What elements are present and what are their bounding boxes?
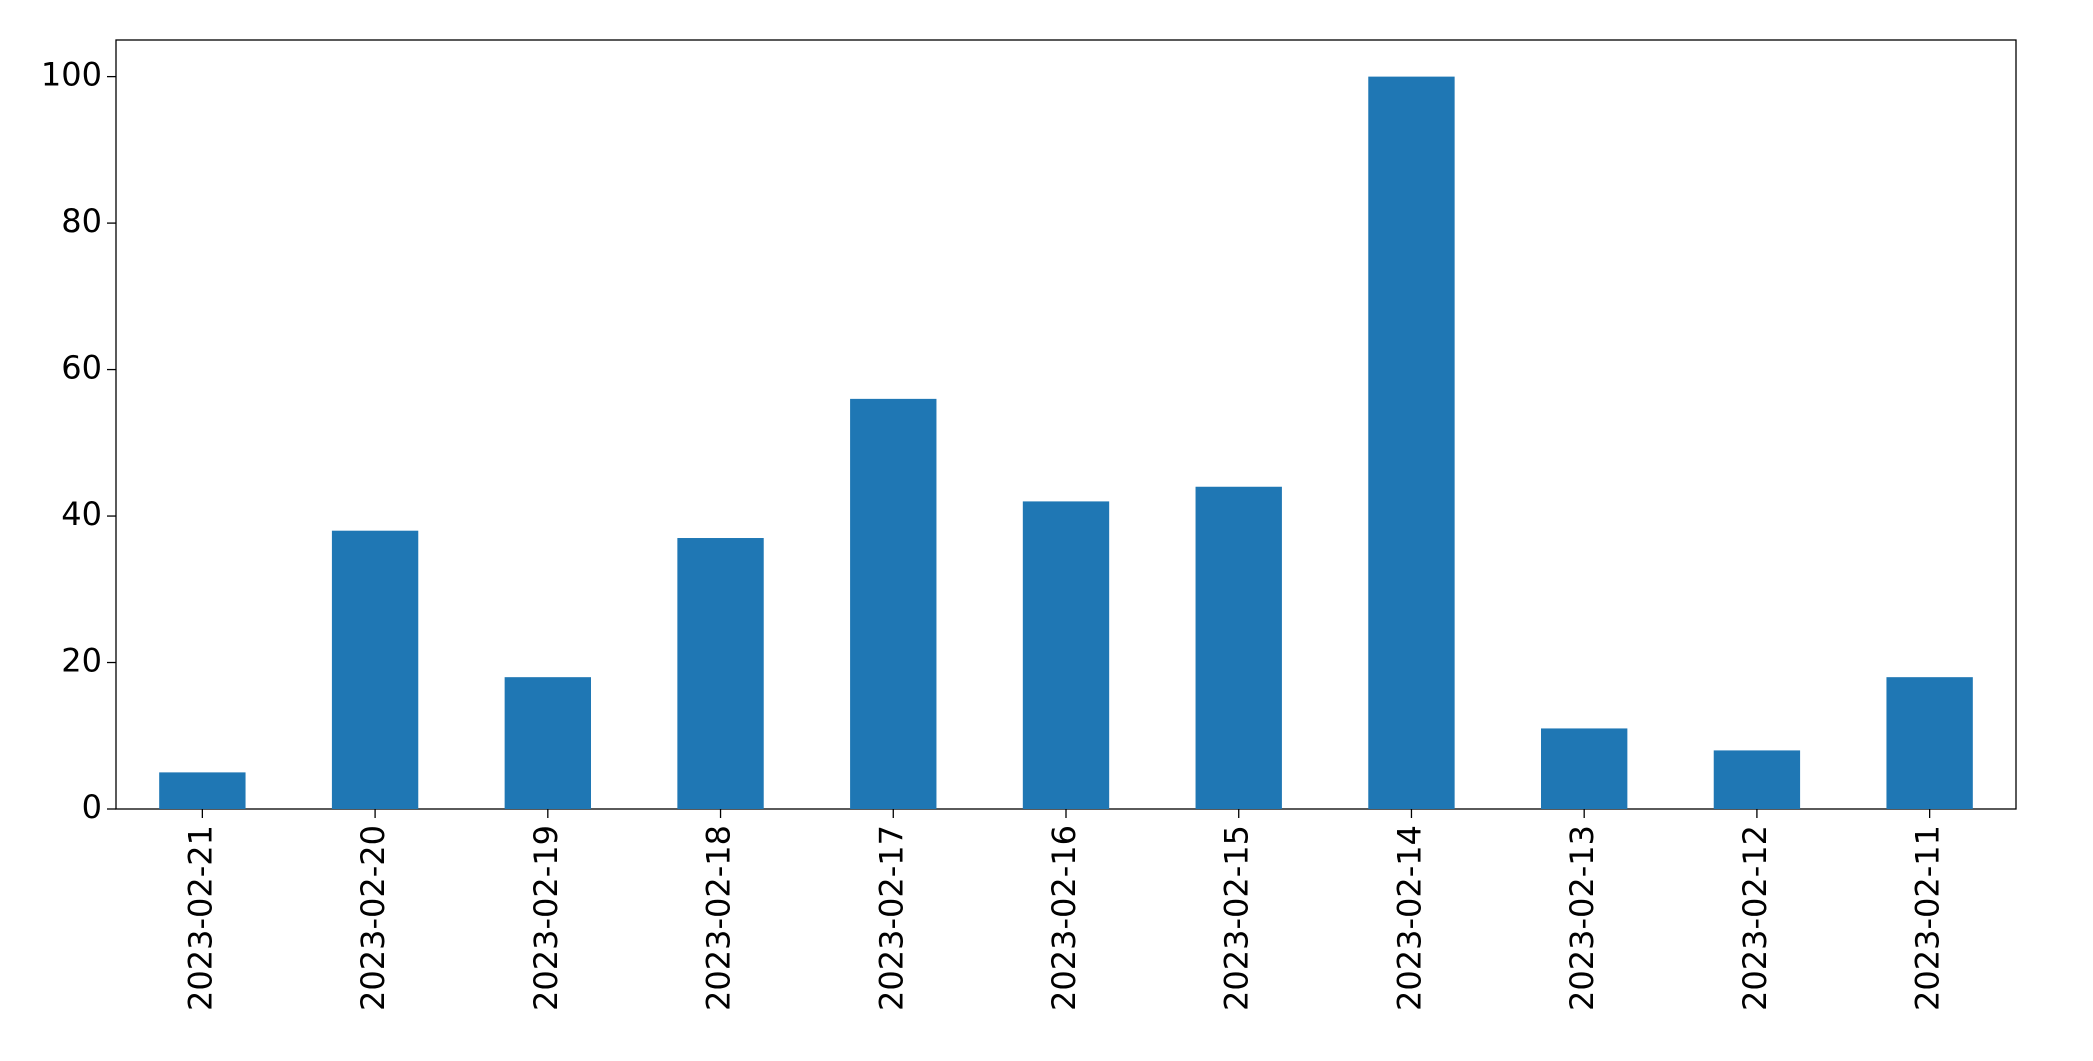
bar (159, 772, 246, 809)
x-tick-label: 2023-02-11 (1909, 825, 1947, 1011)
x-tick-label: 2023-02-18 (700, 825, 738, 1011)
x-tick-label: 2023-02-19 (527, 825, 565, 1011)
x-tick-label: 2023-02-20 (354, 825, 392, 1011)
bar (1195, 486, 1282, 809)
x-tick-label: 2023-02-12 (1736, 825, 1774, 1011)
y-tick-label: 80 (61, 202, 102, 240)
bar (331, 530, 419, 809)
x-tick-label: 2023-02-15 (1218, 825, 1256, 1011)
x-tick-label: 2023-02-21 (181, 825, 219, 1011)
bar (1886, 677, 1973, 809)
y-tick-label: 20 (61, 642, 102, 680)
x-tick-label: 2023-02-13 (1563, 825, 1601, 1011)
y-tick-label: 100 (41, 56, 102, 94)
bar (1368, 76, 1455, 810)
y-tick-label: 40 (61, 495, 102, 533)
y-tick-label: 60 (61, 349, 102, 387)
bar (1713, 750, 1801, 809)
x-tick-label: 2023-02-16 (1045, 825, 1083, 1011)
bar (504, 677, 591, 809)
x-tick-label: 2023-02-17 (872, 825, 910, 1011)
bar (1541, 728, 1628, 809)
bar (850, 398, 937, 809)
bar (677, 538, 764, 809)
bar (1022, 501, 1110, 809)
y-tick-label: 0 (82, 788, 102, 826)
x-tick-label: 2023-02-14 (1390, 825, 1428, 1011)
